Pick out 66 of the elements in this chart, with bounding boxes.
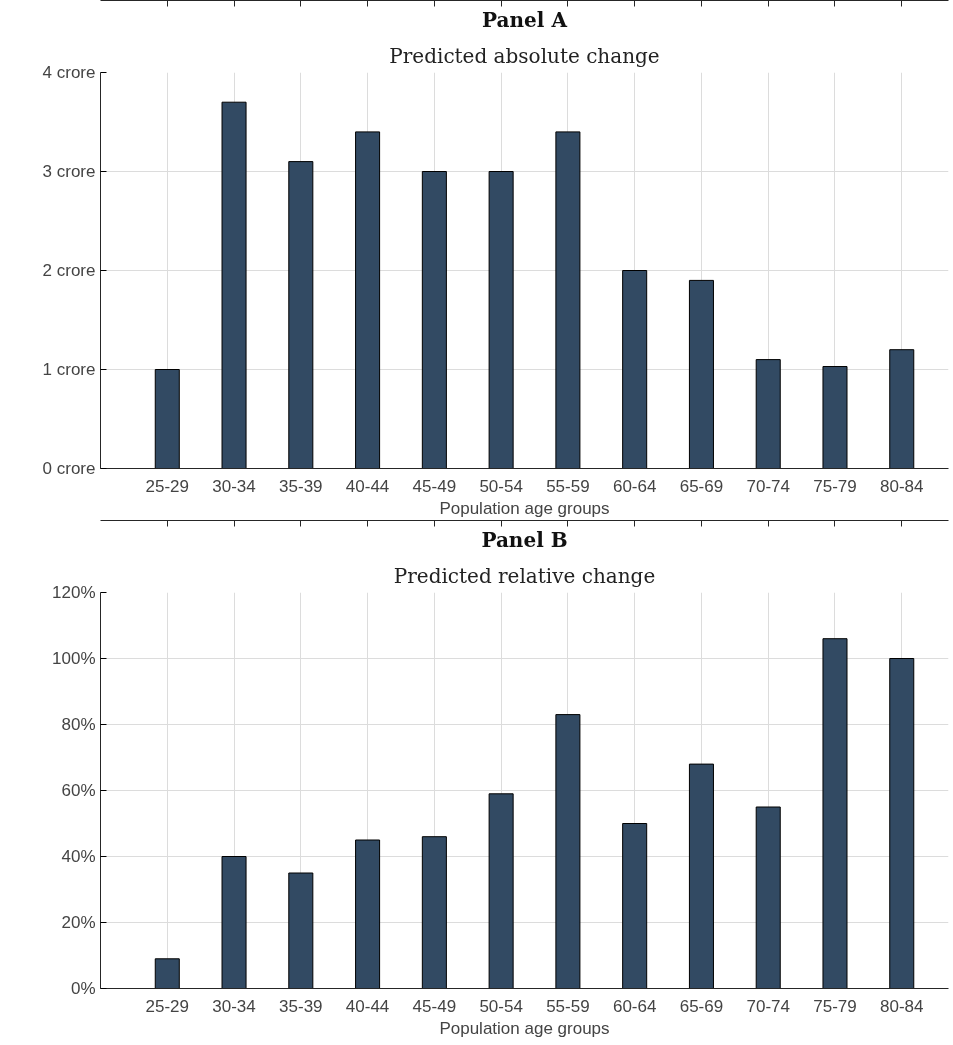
bar <box>822 638 848 989</box>
x-tick-label: 40-44 <box>345 996 390 1016</box>
bar <box>555 714 581 989</box>
bar <box>688 763 714 989</box>
bar <box>555 131 581 469</box>
x-tick-label: 25-29 <box>145 996 190 1016</box>
bar <box>221 101 247 469</box>
bar <box>421 171 447 469</box>
bar <box>688 279 714 469</box>
bar <box>154 369 180 469</box>
y-tick-label: 60% <box>61 781 96 800</box>
bar <box>755 359 781 469</box>
x-tick-label: 75-79 <box>813 996 857 1016</box>
x-axis-title: Population age groups <box>439 1018 610 1038</box>
x-tick-label: 70-74 <box>746 996 790 1016</box>
chart-title: Panel B <box>481 527 568 552</box>
x-tick-label: 50-54 <box>479 996 523 1016</box>
x-tick-label: 30-34 <box>212 996 256 1016</box>
y-tick-label: 4 crore <box>42 63 96 82</box>
bar <box>889 658 915 989</box>
bar <box>288 161 314 469</box>
x-tick-label: 50-54 <box>479 476 523 496</box>
y-tick-label: 0% <box>70 979 96 998</box>
x-tick-label: 35-39 <box>279 996 323 1016</box>
x-tick-label: 65-69 <box>679 476 724 496</box>
y-tick-label: 40% <box>61 847 96 866</box>
y-tick-label: 80% <box>61 715 96 734</box>
bar <box>488 171 514 469</box>
bar <box>154 958 180 989</box>
y-tick-label: 120% <box>52 583 96 602</box>
x-tick-label: 45-49 <box>412 996 457 1016</box>
chart-subtitle: Predicted relative change <box>393 563 656 588</box>
y-tick-label: 2 crore <box>42 261 96 280</box>
bar <box>355 839 381 989</box>
y-tick-label: 100% <box>52 649 96 668</box>
y-tick-label: 20% <box>61 913 96 932</box>
x-tick-label: 60-64 <box>612 996 657 1016</box>
x-tick-label: 55-59 <box>546 996 590 1016</box>
x-tick-label: 55-59 <box>546 476 590 496</box>
x-tick-label: 35-39 <box>279 476 323 496</box>
x-tick-label: 65-69 <box>679 996 724 1016</box>
x-tick-label: 40-44 <box>345 476 390 496</box>
x-tick-label: 30-34 <box>212 476 256 496</box>
bar <box>622 270 648 469</box>
bar <box>355 131 381 469</box>
x-tick-label: 45-49 <box>412 476 457 496</box>
x-tick-label: 60-64 <box>612 476 657 496</box>
bar <box>488 793 514 989</box>
bar <box>755 806 781 989</box>
x-tick-label: 70-74 <box>746 476 790 496</box>
x-tick-label: 80-84 <box>880 996 924 1016</box>
y-tick-label: 3 crore <box>42 162 96 181</box>
chart-subtitle: Predicted absolute change <box>389 43 660 68</box>
bar <box>221 856 247 989</box>
bar <box>889 349 915 469</box>
bar <box>822 366 848 469</box>
x-tick-label: 75-79 <box>813 476 857 496</box>
y-tick-label: 0 crore <box>42 459 96 478</box>
x-tick-label: 80-84 <box>880 476 924 496</box>
bar <box>421 836 447 989</box>
bar <box>622 823 648 989</box>
bar <box>288 872 314 989</box>
chart-title: Panel A <box>482 7 568 32</box>
x-axis-title: Population age groups <box>439 498 610 518</box>
x-tick-label: 25-29 <box>145 476 190 496</box>
y-tick-label: 1 crore <box>42 360 96 379</box>
